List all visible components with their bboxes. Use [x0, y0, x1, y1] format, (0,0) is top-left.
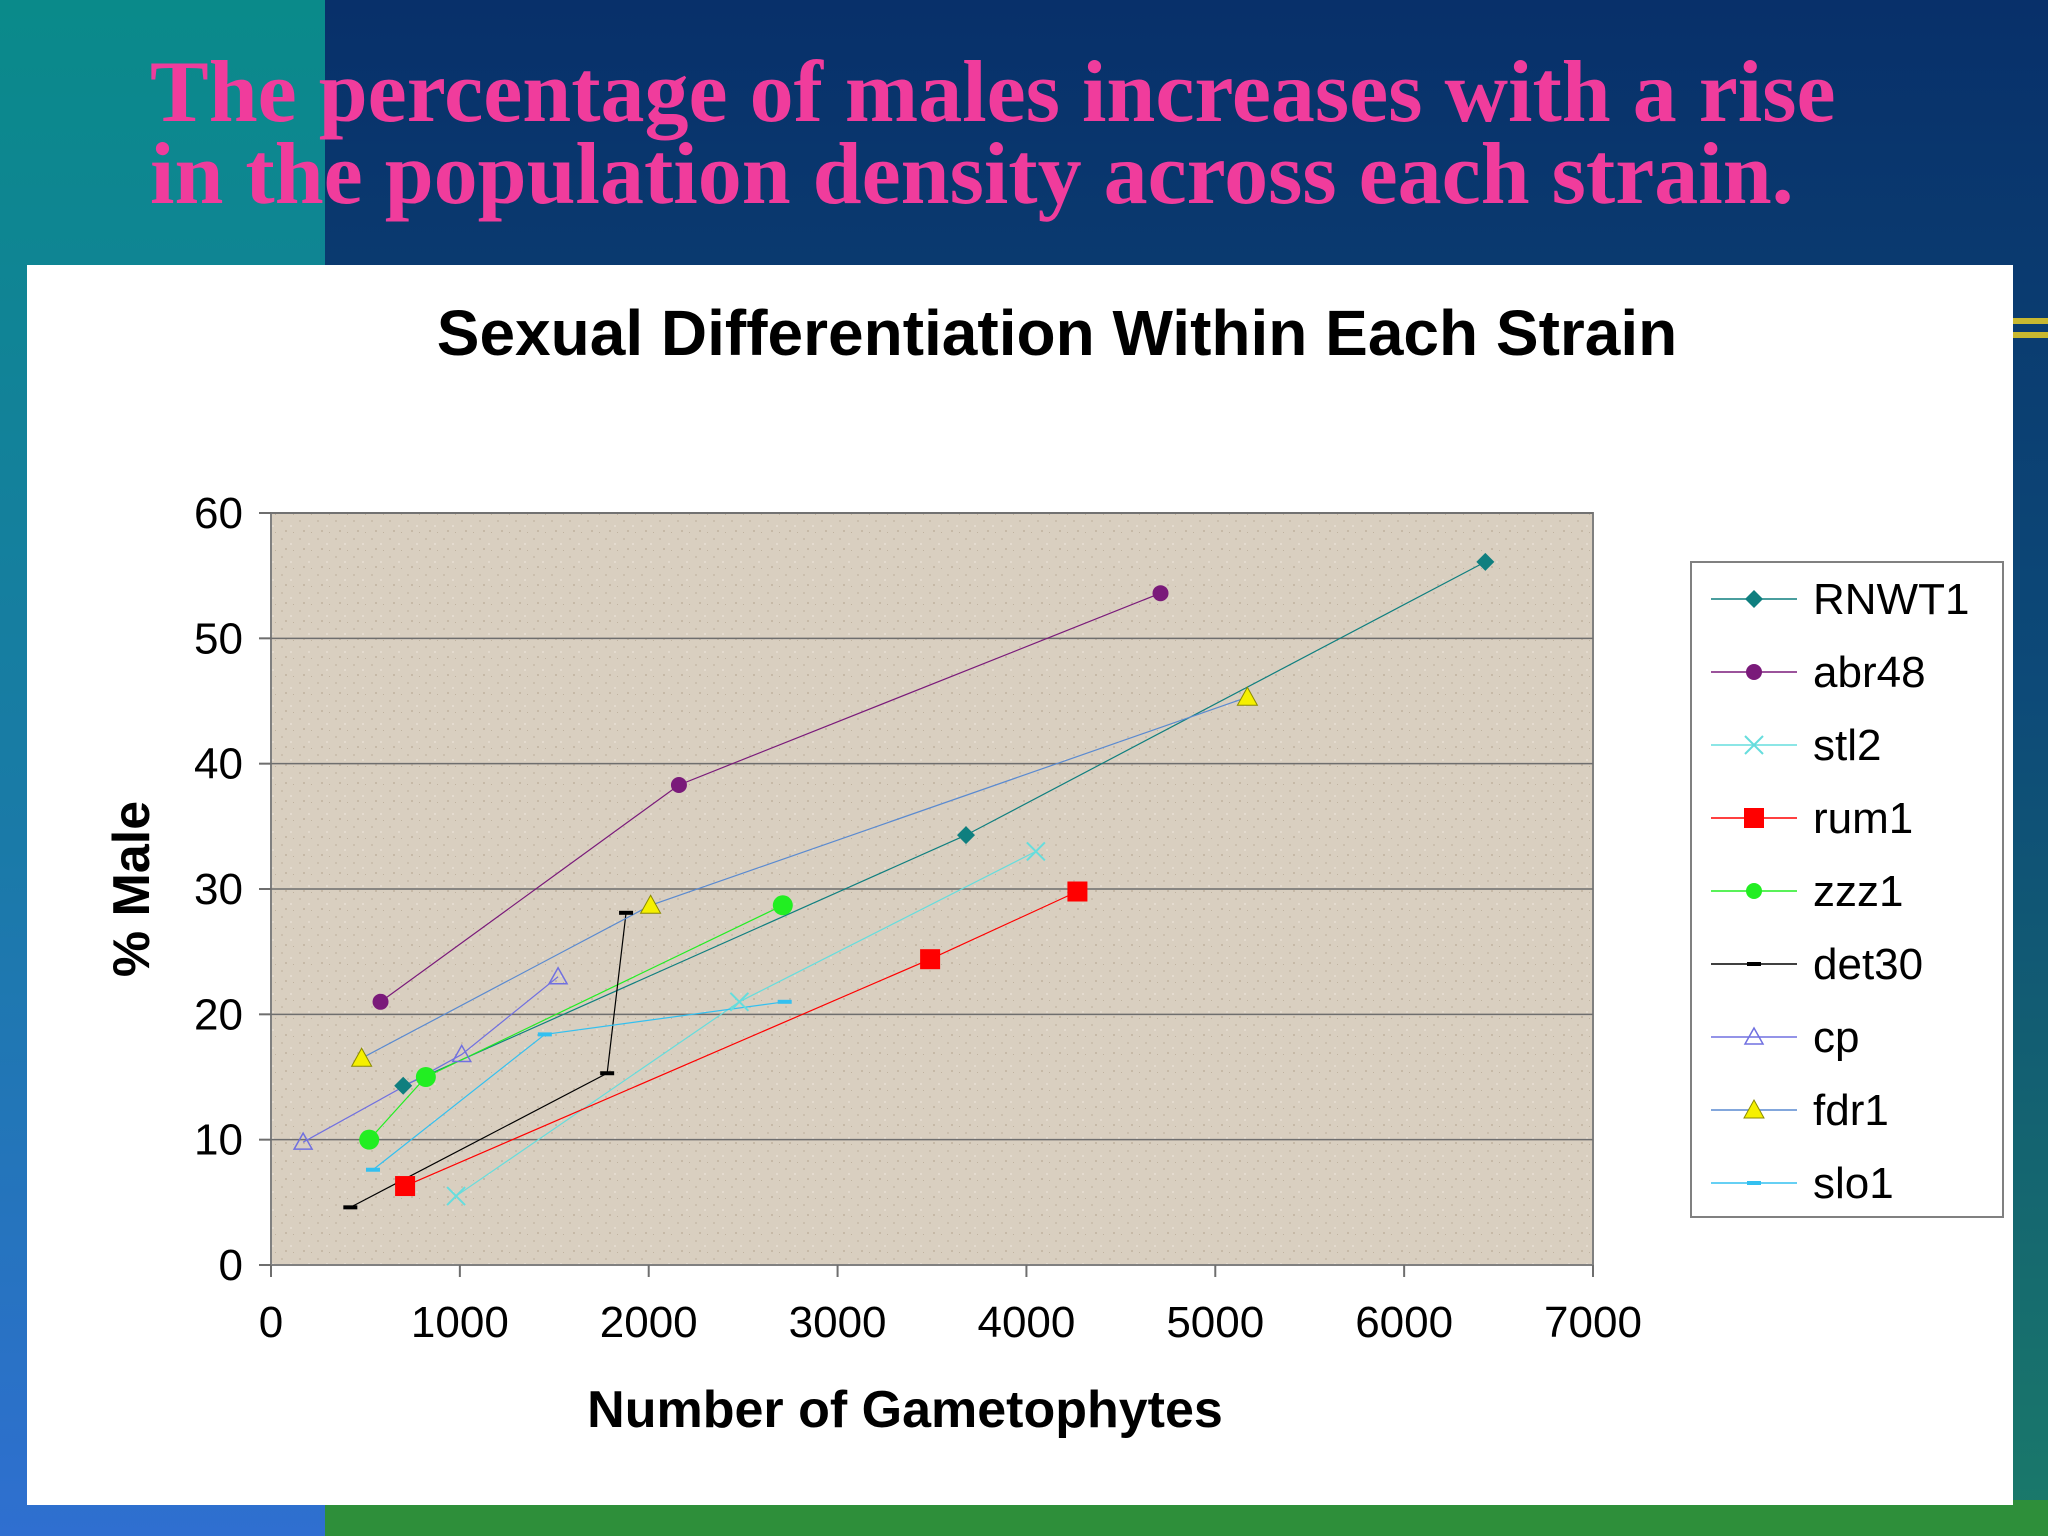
data-point-slo1 [537, 1032, 552, 1037]
legend-label: RNWT1 [1813, 575, 1969, 624]
data-point-rum1 [395, 1176, 416, 1197]
legend-label: abr48 [1813, 648, 1926, 697]
x-axis-ticks: 0 1000 2000 3000 4000 5000 6000 7000 [259, 1265, 1642, 1347]
data-point-RNWT1 [394, 1076, 413, 1095]
legend-label: rum1 [1813, 794, 1913, 843]
data-point-stl2 [446, 1186, 466, 1206]
legend-item-rum1: rum1 [1711, 794, 1913, 843]
legend-swatch-marker [1743, 1098, 1765, 1119]
data-point-slo1 [365, 1167, 380, 1172]
chart-panel: Sexual Differentiation Within Each Strai… [27, 265, 2013, 1505]
data-point-stl2 [729, 992, 750, 1012]
data-point-RNWT1 [956, 826, 975, 845]
data-point-stl2 [1026, 841, 1046, 862]
legend: RNWT1 abr48 stl2 rum1 zzz1 det30 cp fdr1 slo1 [1690, 561, 2004, 1218]
series-markers [292, 552, 1495, 1210]
x-tick-label: 7000 [1544, 1298, 1642, 1347]
data-point-stl2-stroke [1026, 841, 1046, 862]
data-point-stl2-stroke [729, 992, 750, 1012]
legend-items: RNWT1 abr48 stl2 rum1 zzz1 det30 cp fdr1 slo1 [1711, 575, 1969, 1208]
legend-swatch-marker-stroke [1744, 735, 1764, 755]
data-point-abr48 [670, 776, 687, 793]
legend-swatch-marker [1747, 962, 1761, 966]
legend-item-slo1: slo1 [1711, 1159, 1894, 1208]
legend-label: cp [1813, 1013, 1859, 1062]
legend-swatch-marker [1743, 1026, 1765, 1045]
x-tick-label: 2000 [600, 1298, 698, 1347]
legend-item-det30: det30 [1711, 940, 1923, 989]
y-tick-label: 20 [194, 990, 243, 1039]
legend-item-fdr1: fdr1 [1711, 1086, 1889, 1135]
legend-label: slo1 [1813, 1159, 1894, 1208]
legend-item-stl2: stl2 [1711, 721, 1881, 770]
y-tick-label: 50 [194, 614, 243, 663]
data-point-fdr1 [639, 894, 662, 914]
data-point-abr48 [372, 993, 389, 1010]
data-point-cp [547, 966, 569, 985]
x-tick-label: 3000 [789, 1298, 887, 1347]
legend-item-RNWT1: RNWT1 [1711, 575, 1969, 624]
data-point-zzz1 [772, 895, 793, 916]
data-point-abr48 [1152, 585, 1169, 602]
data-point-det30 [343, 1205, 358, 1210]
data-point-RNWT1 [1476, 552, 1495, 571]
legend-swatch-marker [1744, 808, 1764, 828]
data-point-det30 [619, 910, 634, 915]
data-point-rum1 [920, 949, 941, 970]
x-tick-label: 1000 [411, 1298, 509, 1347]
data-point-rum1 [1067, 881, 1088, 902]
data-point-fdr1 [1236, 686, 1259, 706]
x-tick-label: 5000 [1166, 1298, 1264, 1347]
y-axis-ticks: 0 10 20 30 40 50 60 [194, 489, 271, 1290]
data-point-cp [451, 1043, 473, 1063]
data-point-zzz1 [415, 1067, 436, 1087]
y-axis-label: % Male [103, 801, 161, 977]
gridlines [271, 512, 1593, 1141]
legend-swatch-marker [1746, 883, 1762, 899]
x-tick-label: 6000 [1355, 1298, 1453, 1347]
y-tick-label: 0 [219, 1241, 243, 1290]
legend-item-cp: cp [1711, 1013, 1859, 1062]
y-tick-label: 40 [194, 740, 243, 789]
y-tick-label: 30 [194, 865, 243, 914]
legend-swatch-marker [1746, 664, 1762, 680]
slide-title-line-2: in the population density across each st… [150, 126, 1794, 223]
series-line-cp [302, 976, 559, 1143]
x-tick-label: 0 [259, 1298, 283, 1347]
data-point-fdr1 [350, 1047, 373, 1067]
chart-title: Sexual Differentiation Within Each Strai… [437, 297, 1678, 369]
legend-swatch-marker [1747, 1181, 1761, 1185]
chart-svg: Sexual Differentiation Within Each Strai… [103, 297, 2004, 1439]
legend-swatch-marker [1744, 735, 1764, 755]
slide-title-line-1: The percentage of males increases with a… [150, 44, 1836, 141]
legend-label: stl2 [1813, 721, 1881, 770]
data-point-slo1 [777, 999, 792, 1004]
legend-label: zzz1 [1813, 867, 1903, 916]
legend-item-zzz1: zzz1 [1711, 867, 1903, 916]
legend-swatch-marker [1745, 590, 1763, 608]
y-tick-label: 60 [194, 489, 243, 538]
x-axis-label: Number of Gametophytes [587, 1381, 1223, 1439]
x-tick-label: 4000 [977, 1298, 1075, 1347]
data-point-zzz1 [359, 1129, 380, 1150]
legend-label: fdr1 [1813, 1086, 1889, 1135]
data-point-cp [292, 1131, 314, 1150]
legend-label: det30 [1813, 940, 1923, 989]
legend-item-abr48: abr48 [1711, 648, 1926, 697]
legend-box [1690, 561, 2004, 1218]
data-point-det30 [600, 1071, 615, 1076]
slide-title: The percentage of males increases with a… [150, 44, 2000, 223]
data-point-stl2-stroke [446, 1186, 466, 1206]
y-tick-label: 10 [194, 1116, 243, 1165]
